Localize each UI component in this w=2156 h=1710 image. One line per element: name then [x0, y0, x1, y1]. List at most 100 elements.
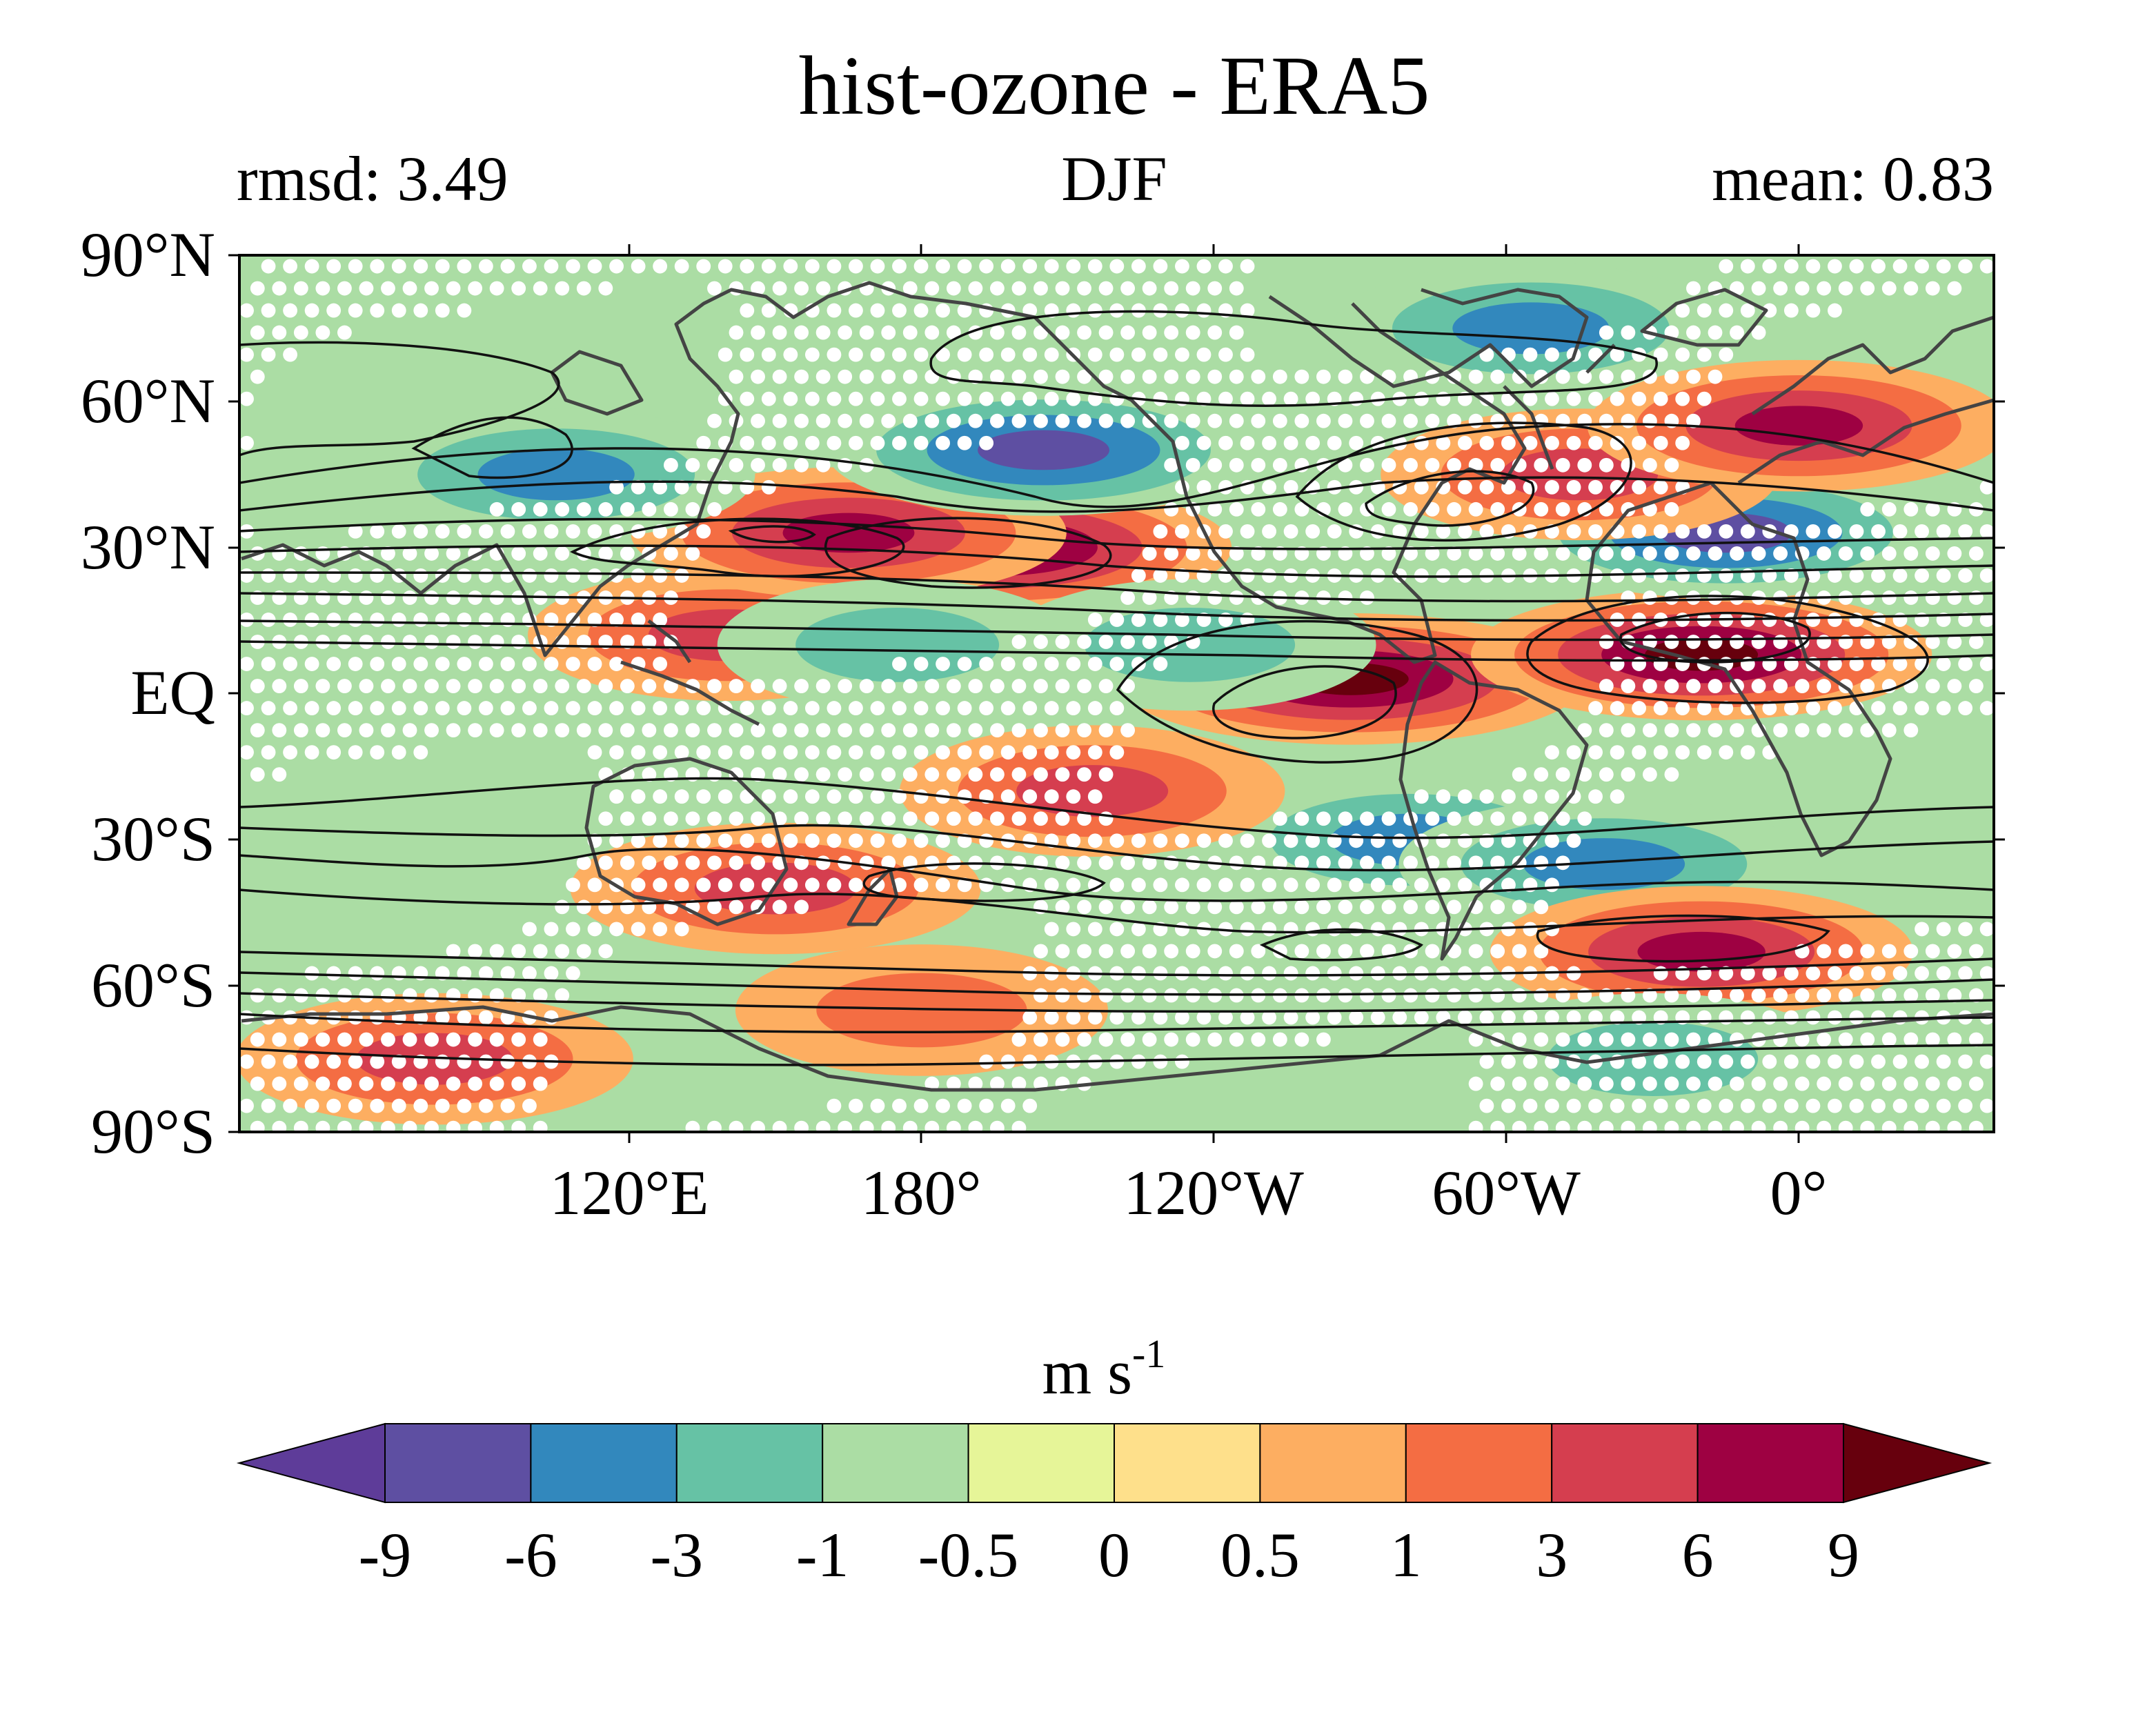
stipple-dot: [1599, 635, 1614, 649]
stipple-dot: [1881, 988, 1897, 1003]
stipple-dot: [1610, 701, 1625, 716]
stipple-dot: [304, 657, 319, 671]
stipple-dot: [1479, 1010, 1494, 1025]
stipple-dot: [729, 369, 744, 384]
stipple-dot: [1207, 590, 1223, 605]
stipple-dot: [892, 391, 907, 406]
colorbar-segment: [1114, 1423, 1261, 1503]
stipple-dot: [402, 1032, 417, 1047]
stipple-dot: [1218, 833, 1233, 848]
stipple-dot: [1098, 767, 1114, 782]
stipple-dot: [1022, 347, 1038, 362]
stipple-dot: [1708, 723, 1723, 738]
stipple-dot: [794, 369, 809, 384]
stipple-dot: [1664, 635, 1679, 649]
stipple-dot: [446, 944, 461, 959]
stipple-dot: [1892, 657, 1908, 671]
stipple-dot: [989, 413, 1005, 428]
stipple-dot: [1881, 1120, 1897, 1132]
stipple-dot: [881, 325, 896, 340]
stipple-dot: [337, 325, 352, 340]
stipple-dot: [913, 259, 929, 274]
stipple-dot: [533, 944, 548, 959]
stipple-dot: [1697, 347, 1712, 362]
stipple-dot: [1098, 855, 1114, 871]
stipple-dot: [1196, 966, 1211, 981]
stipple-dot: [1632, 568, 1647, 583]
stipple-dot: [1370, 1010, 1385, 1025]
stipple-dot: [1490, 1076, 1505, 1091]
stipple-dot: [1871, 1098, 1886, 1113]
stipple-dot: [696, 877, 711, 893]
stipple-dot: [1881, 590, 1897, 605]
field-blob: [1466, 993, 1839, 1125]
stipple-dot: [1871, 568, 1886, 583]
stipple-dot: [1642, 679, 1657, 693]
stipple-dot: [1794, 1120, 1810, 1132]
stipple-dot: [1175, 303, 1189, 318]
stipple-dot: [1305, 922, 1321, 937]
stipple-dot: [239, 347, 254, 362]
stipple-dot: [1512, 988, 1527, 1003]
stipple-dot: [1881, 723, 1897, 738]
stipple-dot: [413, 568, 428, 583]
stipple-dot: [337, 1032, 352, 1047]
stipple-dot: [1817, 281, 1832, 296]
stipple-dot: [576, 679, 591, 693]
stipple-dot: [1185, 546, 1200, 561]
stipple-dot: [1240, 524, 1255, 539]
stipple-dot: [598, 811, 613, 826]
stipple-dot: [326, 701, 342, 716]
stipple-dot: [381, 546, 395, 561]
stipple-dot: [1730, 723, 1744, 738]
stipple-dot: [533, 501, 548, 517]
stipple-dot: [1512, 369, 1527, 384]
stipple-dot: [402, 988, 417, 1003]
stipple-dot: [1240, 347, 1255, 362]
stipple-dot: [468, 1032, 483, 1047]
stipple-dot: [359, 281, 374, 296]
stipple-dot: [1305, 833, 1321, 848]
stipple-dot: [1849, 1098, 1864, 1113]
stipple-dot: [555, 944, 570, 959]
stipple-dot: [587, 657, 602, 671]
stipple-dot: [1686, 1076, 1701, 1091]
stipple-dot: [1697, 701, 1712, 716]
stipple-dot: [1392, 524, 1407, 539]
stipple-dot: [348, 966, 363, 981]
stipple-dot: [1686, 723, 1701, 738]
stipple-dot: [1838, 1120, 1853, 1132]
stipple-dot: [435, 524, 450, 539]
stipple-dot: [413, 524, 428, 539]
stipple-dot: [511, 635, 526, 649]
stipple-dot: [1653, 347, 1668, 362]
stipple-dot: [936, 259, 950, 274]
stipple-dot: [402, 590, 417, 605]
stipple-dot: [1915, 1098, 1929, 1113]
stipple-dot: [772, 899, 787, 915]
stipple-dot: [609, 479, 624, 495]
stipple-dot: [849, 833, 863, 848]
stipple-dot: [1817, 546, 1832, 561]
stipple-dot: [1838, 723, 1853, 738]
stipple-dot: [849, 259, 863, 274]
stipple-dot: [815, 369, 831, 384]
stipple-dot: [1283, 479, 1298, 495]
stipple-dot: [1000, 259, 1016, 274]
stipple-dot: [1490, 1120, 1505, 1132]
stipple-dot: [1349, 877, 1364, 893]
stipple-dot: [348, 745, 363, 760]
stipple-dot: [359, 1076, 374, 1091]
stipple-dot: [1730, 988, 1744, 1003]
stipple-dot: [1316, 369, 1331, 384]
stipple-dot: [740, 479, 755, 495]
stipple-dot: [1686, 988, 1701, 1003]
stipple-dot: [1501, 833, 1516, 848]
stipple-dot: [1903, 546, 1919, 561]
stipple-dot: [1185, 457, 1200, 473]
stipple-dot: [566, 657, 580, 671]
stipple-dot: [1806, 701, 1821, 716]
stipple-dot: [1000, 391, 1016, 406]
stipple-dot: [696, 524, 711, 539]
stipple-dot: [1425, 457, 1440, 473]
